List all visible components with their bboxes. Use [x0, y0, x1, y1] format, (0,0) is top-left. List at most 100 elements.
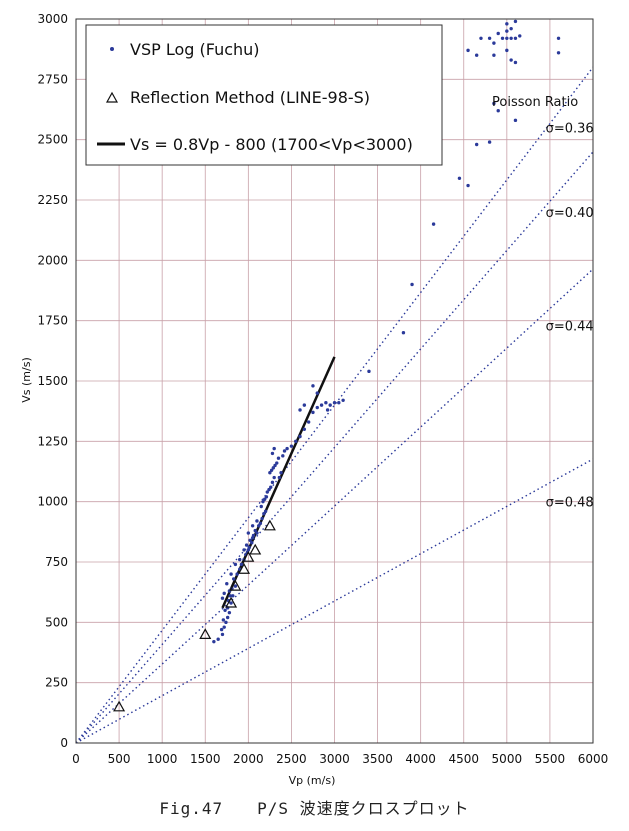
- y-tick-label: 1000: [37, 495, 68, 509]
- x-tick-label: 2500: [276, 752, 307, 766]
- legend-vsp-marker: [110, 47, 114, 51]
- poisson-line: [75, 458, 594, 744]
- legend-reflection-label: Reflection Method (LINE-98-S): [130, 88, 370, 107]
- vsp-point: [272, 446, 276, 451]
- poisson-title: Poisson Ratio: [492, 95, 578, 110]
- tick-labels: 0 500 1000 1500 2000 2500 3000 3500 4000 4500 5000…: [37, 12, 608, 766]
- vsp-point: [233, 584, 238, 588]
- reflection-point: [249, 543, 262, 555]
- vsp-point: [513, 60, 518, 65]
- plot-frame: [75, 18, 594, 744]
- vsp-point: [244, 543, 249, 547]
- vsp-point: [220, 596, 225, 600]
- y-tick-label: 250: [45, 676, 68, 690]
- vsp-point: [505, 36, 509, 41]
- vsp-point: [324, 401, 328, 405]
- vsp-point: [487, 140, 492, 144]
- vsp-point: [246, 531, 251, 535]
- vsp-point: [311, 410, 315, 415]
- poisson-line-label: σ=0.48: [546, 496, 594, 511]
- vsp-point: [325, 408, 330, 412]
- vsp-point: [231, 594, 235, 598]
- vsp-point: [212, 639, 216, 644]
- poisson-line-label: σ=0.36: [546, 122, 594, 137]
- y-tick-label: 0: [60, 736, 68, 750]
- vsp-point: [235, 572, 239, 576]
- vsp-point: [270, 451, 275, 456]
- y-tick-label: 3000: [37, 12, 68, 26]
- reflection-series: [113, 519, 276, 712]
- x-tick-label: 3000: [319, 752, 350, 766]
- reflection-point: [199, 628, 212, 639]
- vsp-point: [255, 531, 259, 535]
- vsp-point: [269, 468, 274, 472]
- vsp-point: [275, 461, 279, 465]
- vsp-point: [282, 449, 287, 453]
- vsp-point: [259, 504, 263, 509]
- legend-reflection-marker: [105, 91, 119, 103]
- figure-caption: Fig.47 P/S 波速度クロスプロット: [159, 799, 470, 818]
- vsp-point: [285, 446, 289, 451]
- vsp-point: [474, 53, 479, 57]
- vsp-point: [466, 48, 470, 53]
- vsp-point: [492, 101, 496, 106]
- vsp-point: [231, 577, 236, 581]
- x-tick-label: 6000: [578, 752, 609, 766]
- x-tick-label: 5000: [492, 752, 523, 766]
- vsp-point: [509, 26, 513, 31]
- x-tick-label: 5500: [535, 752, 566, 766]
- x-tick-label: 1500: [190, 752, 221, 766]
- vsp-point: [229, 572, 233, 576]
- vsp-point: [260, 516, 264, 521]
- vsp-point: [239, 562, 244, 567]
- poisson-lines: σ=0.36 σ=0.40 σ=0.44 σ=0.48: [75, 66, 594, 744]
- x-tick-label: 4000: [405, 752, 436, 766]
- vsp-point: [401, 331, 406, 335]
- vsp-point: [221, 618, 226, 622]
- y-tick-label: 750: [45, 555, 68, 569]
- axes: [75, 18, 594, 744]
- vsp-point: [315, 391, 319, 395]
- vsp-point: [298, 434, 302, 439]
- reflection-point: [263, 519, 276, 531]
- reflection-point: [238, 563, 251, 574]
- vsp-point: [341, 398, 345, 403]
- reflection-point: [229, 579, 242, 591]
- vsp-point: [256, 524, 261, 528]
- vsp-point: [224, 620, 228, 625]
- y-tick-label: 1750: [37, 314, 68, 328]
- x-tick-label: 4500: [448, 752, 479, 766]
- vsp-point: [505, 48, 509, 53]
- vsp-point: [367, 369, 371, 374]
- vsp-point: [332, 401, 337, 405]
- x-axis-label: Vp (m/s): [289, 774, 336, 787]
- poisson-line-label: σ=0.44: [546, 319, 594, 334]
- vsp-point: [509, 36, 513, 41]
- poisson-line-label: σ=0.40: [546, 206, 594, 221]
- vsp-point: [337, 401, 341, 405]
- vsp-point: [505, 29, 509, 33]
- y-tick-label: 2000: [37, 253, 68, 267]
- x-tick-label: 2000: [233, 752, 264, 766]
- y-tick-label: 1250: [37, 434, 68, 448]
- vsp-point: [496, 31, 500, 36]
- legend-vsp-label: VSP Log (Fuchu): [130, 40, 260, 59]
- vsp-point: [496, 109, 500, 113]
- legend-fit-label: Vs = 0.8Vp - 800 (1700<Vp<3000): [130, 135, 413, 154]
- x-tick-label: 1000: [147, 752, 178, 766]
- vsp-point: [242, 548, 246, 552]
- y-tick-label: 500: [45, 615, 68, 629]
- vsp-point: [225, 582, 229, 586]
- vsp-point: [250, 524, 255, 528]
- vsp-point: [265, 490, 269, 494]
- vsp-point: [505, 22, 509, 26]
- vsp-point: [229, 601, 233, 605]
- vsp-point: [513, 36, 518, 41]
- vsp-point: [268, 471, 272, 475]
- vsp-point: [410, 282, 414, 287]
- legend: VSP Log (Fuchu) Reflection Method (LINE-…: [85, 24, 443, 166]
- vsp-point: [302, 427, 307, 431]
- poisson-line: [75, 151, 594, 744]
- y-tick-label: 2750: [37, 72, 68, 86]
